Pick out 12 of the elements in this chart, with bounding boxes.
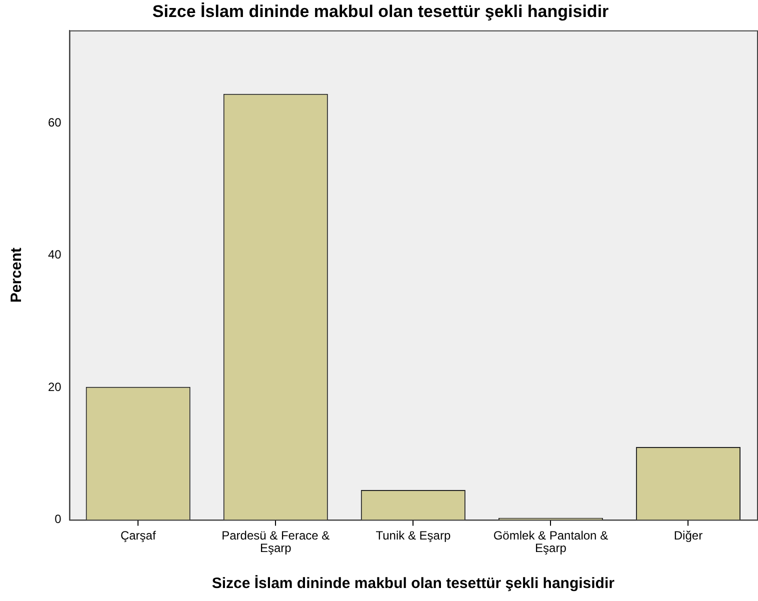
y-axis-title: Percent <box>8 248 26 303</box>
x-tick-label: Pardesü & Ferace & Eşarp <box>222 528 330 556</box>
chart-title: Sizce İslam dininde makbul olan tesettür şekli hangisidir <box>152 2 610 21</box>
x-axis-title: Sizce İslam dininde makbul olan tesettür şekli hangisidir <box>212 575 615 592</box>
y-tick-label: 40 <box>48 248 62 262</box>
x-tick-label: Çarşaf <box>120 528 156 542</box>
x-tick-label: Gömlek & Pantalon & Eşarp <box>493 528 608 556</box>
y-tick-label: 0 <box>54 512 62 526</box>
y-tick-label: 60 <box>48 115 62 130</box>
y-tick-label: 20 <box>48 380 62 394</box>
x-tick-label: Tunik & Eşarp <box>376 528 451 542</box>
x-tick-label: Diğer <box>674 528 703 542</box>
